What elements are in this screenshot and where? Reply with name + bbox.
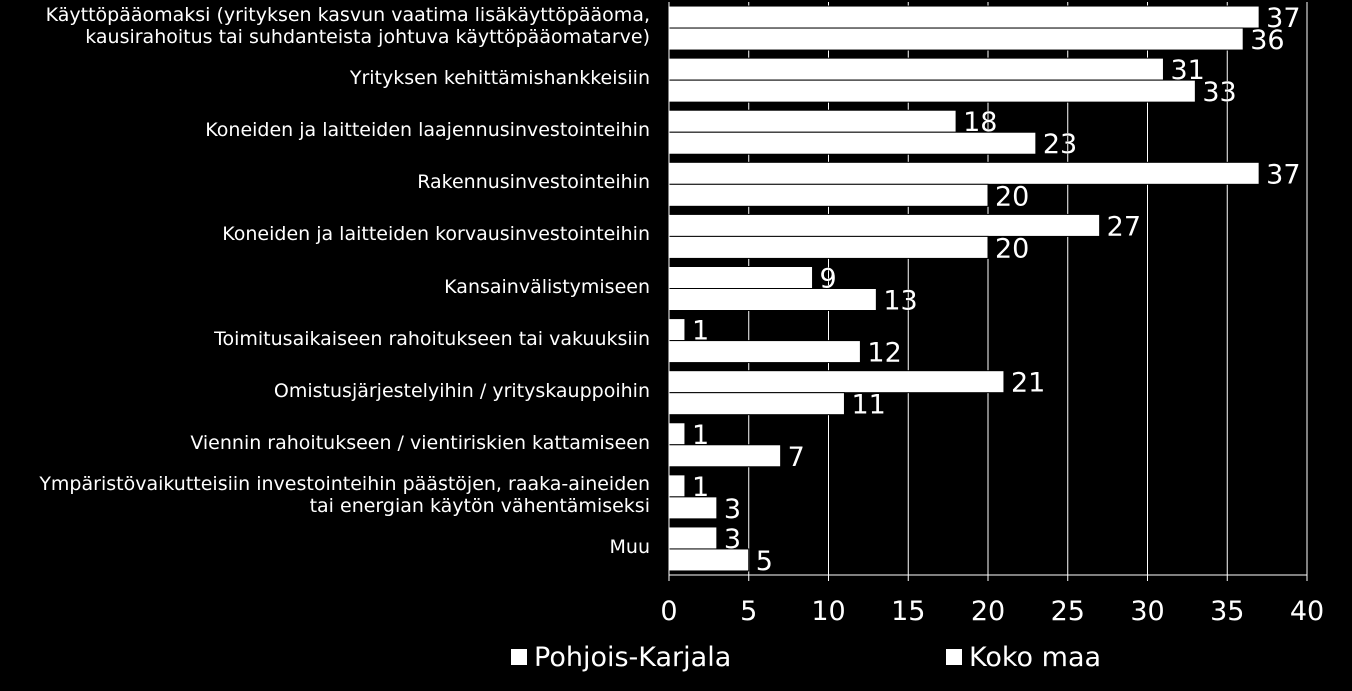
- category-label-line: Koneiden ja laitteiden laajennusinvestoi…: [205, 119, 650, 142]
- category-label-3: Rakennusinvestointeihin: [0, 171, 650, 193]
- category-label-2: Koneiden ja laitteiden laajennusinvestoi…: [0, 119, 650, 141]
- data-label-pohjois-karjala-8: 1: [692, 420, 709, 451]
- bar-pohjois-karjala-1: [668, 57, 1164, 81]
- bar-pohjois-karjala-9: [668, 474, 686, 498]
- data-label-koko-maa-4: 20: [995, 233, 1029, 264]
- category-label-line: Ympäristövaikutteisiin investointeihin p…: [39, 472, 650, 495]
- legend-swatch-koko-maa: [945, 648, 963, 666]
- bar-koko-maa-5: [668, 288, 877, 311]
- data-label-koko-maa-10: 5: [756, 546, 773, 577]
- category-label-line: Yrityksen kehittämishankkeisiin: [349, 67, 650, 90]
- data-label-koko-maa-2: 23: [1043, 129, 1077, 160]
- x-tick-label-40: 40: [1290, 596, 1324, 627]
- data-label-pohjois-karjala-9: 1: [692, 472, 709, 503]
- data-label-pohjois-karjala-1: 31: [1170, 55, 1204, 86]
- x-tick-label-35: 35: [1210, 596, 1244, 627]
- category-label-7: Omistusjärjestelyihin / yrityskauppoihin: [0, 380, 650, 402]
- data-label-koko-maa-3: 20: [995, 181, 1029, 212]
- bar-pohjois-karjala-0: [668, 5, 1260, 29]
- data-label-pohjois-karjala-10: 3: [724, 524, 741, 555]
- category-label-line: Rakennusinvestointeihin: [417, 171, 650, 194]
- data-label-pohjois-karjala-4: 27: [1107, 211, 1141, 242]
- data-label-koko-maa-6: 12: [867, 338, 901, 369]
- data-label-pohjois-karjala-5: 9: [820, 264, 837, 295]
- legend-item-koko-maa: Koko maa: [945, 640, 1101, 674]
- category-label-line: Viennin rahoitukseen / vientiriskien kat…: [190, 431, 650, 454]
- category-label-5: Kansainvälistymiseen: [0, 276, 650, 298]
- category-label-6: Toimitusaikaiseen rahoitukseen tai vakuu…: [0, 328, 650, 350]
- bar-koko-maa-4: [668, 235, 989, 259]
- category-label-10: Muu: [0, 536, 650, 558]
- bar-pohjois-karjala-6: [668, 318, 686, 342]
- x-axis: 0 5 10 15 20 25 30 35 40: [660, 2, 1324, 627]
- legend-label-pohjois-karjala: Pohjois-Karjala: [534, 641, 732, 673]
- bar-pohjois-karjala-7: [668, 370, 1005, 394]
- bar-pohjois-karjala-8: [668, 422, 686, 446]
- x-tick-label-30: 30: [1130, 596, 1164, 627]
- data-label-koko-maa-7: 11: [851, 390, 885, 421]
- category-label-line: Toimitusaikaiseen rahoitukseen tai vakuu…: [214, 327, 650, 350]
- category-label-0: Käyttöpääomaksi (yrityksen kasvun vaatim…: [0, 4, 650, 48]
- category-label-line: Omistusjärjestelyihin / yrityskauppoihin: [273, 379, 650, 402]
- data-label-pohjois-karjala-7: 21: [1011, 368, 1045, 399]
- bar-koko-maa-8: [668, 444, 782, 468]
- bar-pohjois-karjala-10: [668, 526, 718, 550]
- bars: [668, 5, 1260, 572]
- legend-swatch-pohjois-karjala: [510, 648, 528, 666]
- data-label-pohjois-karjala-6: 1: [692, 316, 709, 347]
- data-label-koko-maa-9: 3: [724, 494, 741, 525]
- bar-koko-maa-3: [668, 183, 989, 207]
- data-label-koko-maa-1: 33: [1202, 77, 1236, 108]
- x-tick-label-10: 10: [811, 596, 845, 627]
- category-label-4: Koneiden ja laitteiden korvausinvestoint…: [0, 223, 650, 245]
- bar-koko-maa-0: [668, 27, 1244, 51]
- x-tick-label-0: 0: [660, 596, 677, 627]
- bar-koko-maa-1: [668, 79, 1196, 103]
- data-label-pohjois-karjala-2: 18: [963, 107, 997, 138]
- category-label-line: tai energian käytön vähentämiseksi: [309, 494, 650, 517]
- legend-label-koko-maa: Koko maa: [969, 641, 1102, 673]
- data-label-pohjois-karjala-3: 37: [1266, 159, 1300, 190]
- bar-koko-maa-7: [668, 392, 845, 416]
- bar-pohjois-karjala-3: [668, 161, 1260, 185]
- category-label-line: Koneiden ja laitteiden korvausinvestoint…: [222, 223, 650, 246]
- x-tick-label-5: 5: [740, 596, 757, 627]
- data-label-koko-maa-0: 36: [1250, 25, 1284, 56]
- legend-item-pohjois-karjala: Pohjois-Karjala: [510, 640, 731, 674]
- category-label-9: Ympäristövaikutteisiin investointeihin p…: [0, 473, 650, 517]
- data-label-koko-maa-8: 7: [788, 442, 805, 473]
- bar-pohjois-karjala-4: [668, 213, 1101, 237]
- x-tick-label-15: 15: [891, 596, 925, 627]
- data-label-koko-maa-5: 13: [883, 286, 917, 317]
- bar-pohjois-karjala-5: [668, 266, 814, 289]
- category-label-line: Käyttöpääomaksi (yrityksen kasvun vaatim…: [45, 4, 650, 27]
- category-label-1: Yrityksen kehittämishankkeisiin: [0, 67, 650, 89]
- bar-pohjois-karjala-2: [668, 109, 957, 133]
- x-tick-label-25: 25: [1051, 596, 1085, 627]
- category-label-line: Kansainvälistymiseen: [444, 275, 650, 298]
- x-tick-label-20: 20: [971, 596, 1005, 627]
- data-label-pohjois-karjala-0: 37: [1266, 3, 1300, 34]
- category-label-line: kausirahoitus tai suhdanteista johtuva k…: [85, 26, 650, 49]
- category-label-line: Muu: [609, 535, 650, 558]
- category-label-8: Viennin rahoitukseen / vientiriskien kat…: [0, 432, 650, 454]
